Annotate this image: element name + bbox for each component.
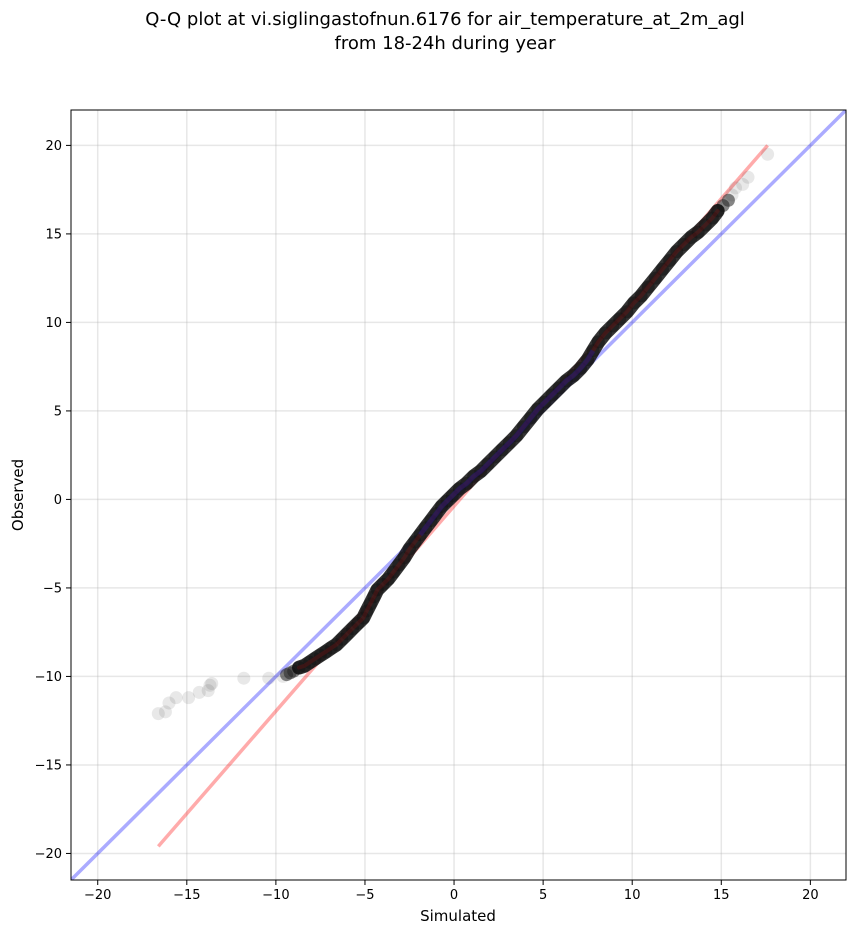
data-point — [182, 691, 196, 705]
data-point — [741, 170, 755, 184]
chart-title: Q-Q plot at vi.siglingastofnun.6176 for … — [0, 8, 854, 56]
data-point — [729, 181, 743, 195]
point-cluster-fit-overlay — [297, 208, 720, 670]
x-tick-label: 0 — [450, 888, 458, 903]
data-point — [262, 671, 276, 685]
data-point — [761, 147, 775, 161]
data-point — [151, 707, 165, 721]
data-point — [237, 671, 251, 685]
data-point — [725, 188, 739, 202]
y-tick-label: 5 — [54, 404, 62, 419]
x-tick-label: 15 — [713, 888, 730, 903]
y-tick-label: 10 — [45, 316, 62, 331]
y-tick-label: 20 — [45, 139, 62, 154]
chart-title-line-2: from 18-24h during year — [334, 33, 556, 54]
x-tick-label: −15 — [173, 888, 200, 903]
x-tick-label: −5 — [355, 888, 374, 903]
grid — [71, 110, 846, 880]
data-point — [192, 685, 206, 699]
x-tick-label: −20 — [84, 888, 111, 903]
y-tick-label: 0 — [54, 493, 62, 508]
y-tick-label: −15 — [35, 758, 62, 773]
y-tick-label: −20 — [35, 847, 62, 862]
x-tick-label: 20 — [802, 888, 819, 903]
data-point — [201, 684, 215, 698]
y-axis-label: Observed — [9, 459, 27, 531]
data-point — [205, 677, 219, 691]
x-tick-label: 10 — [624, 888, 641, 903]
data-point — [158, 705, 172, 719]
data-points — [151, 147, 775, 721]
point-cluster — [292, 203, 725, 675]
point-cluster-identity-overlay — [418, 349, 596, 537]
data-point — [162, 696, 176, 710]
data-point — [721, 193, 735, 207]
y-tick-label: 15 — [45, 227, 62, 242]
x-tick-label: 5 — [539, 888, 547, 903]
data-point — [169, 691, 183, 705]
y-tick-label: −5 — [43, 581, 62, 596]
axis-ticks: −20 −15 −10 −5 0 5 10 15 20 −20 −15 −10 −5 0 5 10 15 20 — [35, 139, 819, 903]
y-tick-label: −10 — [35, 670, 62, 685]
chart-title-line-1: Q-Q plot at vi.siglingastofnun.6176 for … — [145, 9, 745, 30]
x-tick-label: −10 — [262, 888, 289, 903]
plot-frame — [70, 109, 847, 881]
data-point — [736, 177, 750, 191]
x-axis-label: Simulated — [420, 907, 496, 925]
data-point — [203, 678, 217, 692]
